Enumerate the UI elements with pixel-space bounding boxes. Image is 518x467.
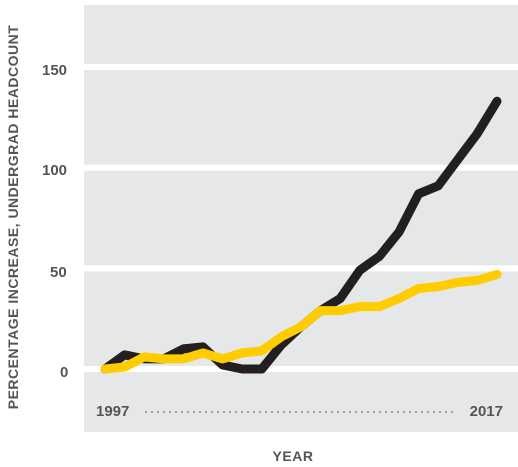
plot-band: [84, 70, 518, 165]
y-tick-labels: 150 100 50 0: [42, 62, 68, 381]
y-tick-label-0: 0: [60, 364, 68, 381]
series-line-2: [100, 269, 502, 374]
x-tick-label-start: 1997: [96, 403, 129, 420]
plot-band: [84, 372, 518, 432]
series-layer: [100, 96, 502, 374]
y-axis-title: PERCENTAGE INCREASE, UNDERGRAD HEADCOUNT: [5, 25, 21, 410]
x-axis-title: YEAR: [273, 448, 314, 464]
plot-band: [84, 170, 518, 266]
x-tick-label-end: 2017: [470, 403, 503, 420]
y-tick-label-100: 100: [42, 162, 67, 179]
y-tick-label-50: 50: [50, 264, 67, 281]
plot-background: [84, 5, 518, 432]
y-tick-label-150: 150: [42, 62, 67, 79]
plot-band: [84, 5, 518, 64]
